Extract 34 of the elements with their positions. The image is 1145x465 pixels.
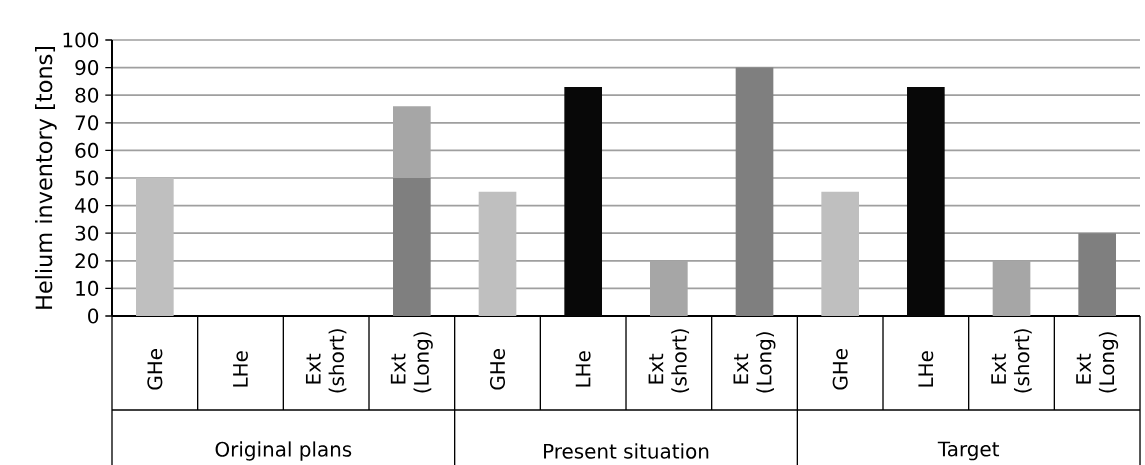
y-axis-title: Helium inventory [tons] <box>35 46 57 309</box>
x-tick-label: GHe <box>832 349 848 390</box>
bar <box>735 67 774 316</box>
y-tick-label: 70 <box>75 115 99 131</box>
x-tick-label: LHe <box>918 351 934 387</box>
text: Target <box>937 441 1000 461</box>
y-tick-label: 60 <box>75 142 99 158</box>
y-tick-label: 20 <box>75 253 99 269</box>
y-tick-label: 90 <box>75 60 99 76</box>
y-tick-label: 10 <box>76 280 99 296</box>
text: Present situation <box>544 443 709 459</box>
x-tick-label: GHe <box>489 349 506 390</box>
y-tick-label: 40 <box>75 198 99 214</box>
bar <box>393 178 431 316</box>
bar <box>821 191 860 316</box>
x-tick-label: Ext (Long) <box>733 332 776 393</box>
x-tick-label: LHe <box>233 351 248 387</box>
x-tick-label: Ext (short) <box>305 329 347 393</box>
y-tick-label: 0 <box>88 308 99 324</box>
y-tick-label: 100 <box>63 32 99 48</box>
x-tick-label: Ext (Long) <box>390 332 433 393</box>
y-tick-label: 80 <box>75 87 99 103</box>
x-tick-label: Ext (short) <box>648 329 690 393</box>
y-tick-label: 50 <box>75 170 99 186</box>
bar <box>1078 233 1117 316</box>
text: Original plans <box>215 441 352 461</box>
bar <box>393 106 431 178</box>
bar <box>478 191 517 316</box>
bar <box>136 178 174 316</box>
x-tick-label: Ext (Long) <box>1076 332 1119 393</box>
x-tick-label: LHe <box>575 351 591 387</box>
y-tick-label: 30 <box>75 225 99 241</box>
x-tick-label: Ext (short) <box>991 329 1032 393</box>
x-tick-label: GHe <box>147 349 163 390</box>
